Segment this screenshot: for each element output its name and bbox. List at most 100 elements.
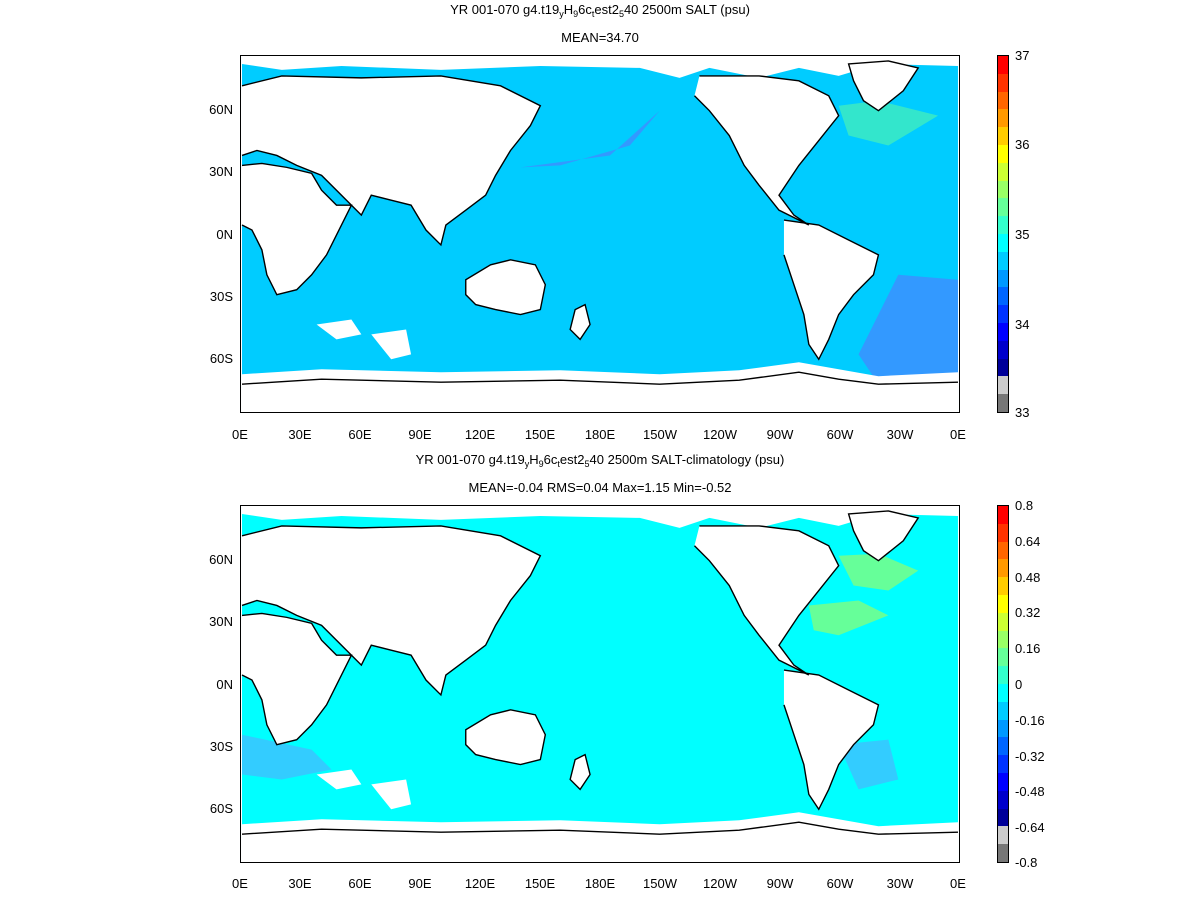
panel2-xtick: 60W [826, 876, 854, 891]
panel2-xtick: 120E [464, 876, 496, 891]
panel1-ytick: 60S [209, 351, 233, 366]
colorbar-swatch [998, 701, 1008, 720]
colorbar-swatch [998, 612, 1008, 631]
north-atlantic-anomaly [838, 553, 919, 591]
panel2-cbar-label: 0.64 [1015, 534, 1041, 549]
colorbar-swatch [998, 844, 1008, 862]
colorbar-swatch [998, 577, 1008, 595]
panel2-map-svg [241, 506, 959, 862]
panel1-xtick: 90E [408, 427, 432, 442]
panel1-stats: MEAN=34.70 [561, 30, 639, 45]
land-masses [242, 506, 958, 862]
panel2-stats: MEAN=-0.04 RMS=0.04 Max=1.15 Min=-0.52 [468, 480, 732, 495]
colorbar-swatch [998, 648, 1008, 667]
panel1-xtick: 60W [826, 427, 854, 442]
panel2-title: YR 001-070 g4.t19yH96ctest2540 2500m SAL… [415, 452, 785, 469]
gulf-stream-anomaly [808, 600, 889, 636]
colorbar-swatch [998, 358, 1008, 377]
colorbar-swatch [998, 506, 1008, 524]
north-atlantic-patch [838, 100, 939, 146]
colorbar-swatch [998, 340, 1008, 359]
panel1-xtick: 120E [464, 427, 496, 442]
colorbar-swatch [998, 198, 1008, 217]
colorbar-swatch [998, 666, 1008, 684]
panel2-cbar-label: 0 [1015, 677, 1023, 692]
colorbar-swatch [998, 683, 1008, 702]
panel2-cbar-label: -0.32 [1015, 749, 1045, 764]
colorbar-swatch [998, 719, 1008, 738]
colorbar-swatch [998, 541, 1008, 560]
colorbar-swatch [998, 287, 1008, 306]
panel1-xtick: 60E [348, 427, 372, 442]
panel2-xtick: 60E [348, 876, 372, 891]
panel2-cbar-label: 0.8 [1015, 498, 1034, 513]
colorbar-swatch [998, 180, 1008, 199]
panel1-cbar-label: 33 [1015, 405, 1030, 420]
colorbar-swatch [998, 216, 1008, 234]
panel2-xtick: 30E [288, 876, 312, 891]
colorbar-swatch [998, 233, 1008, 252]
panel2-xtick: 0E [950, 876, 966, 891]
panel2-cbar-label: 0.48 [1015, 570, 1041, 585]
colorbar-swatch [998, 144, 1008, 163]
colorbar-swatch [998, 162, 1008, 181]
colorbar-swatch [998, 127, 1008, 145]
panel1-cbar-label: 37 [1015, 48, 1030, 63]
colorbar-swatch [998, 594, 1008, 613]
panel2-ytick: 30S [209, 739, 233, 754]
south-indian-anomaly [242, 734, 332, 780]
colorbar-swatch [998, 109, 1008, 128]
south-atlantic-patch [858, 274, 958, 385]
south-atlantic-anomaly [838, 739, 899, 790]
panel1-xtick: 90W [766, 427, 794, 442]
colorbar-swatch [998, 73, 1008, 92]
panel1-xtick: 150E [524, 427, 556, 442]
colorbar-swatch [998, 826, 1008, 845]
colorbar-swatch [998, 376, 1008, 395]
panel2-xtick: 90E [408, 876, 432, 891]
panel2-xtick: 0E [232, 876, 248, 891]
panel1-xtick: 0E [950, 427, 966, 442]
panel1-cbar-label: 34 [1015, 317, 1030, 332]
panel1-colorbar [997, 55, 1009, 413]
colorbar-swatch [998, 808, 1008, 827]
panel2-map [240, 505, 960, 863]
colorbar-swatch [998, 737, 1008, 756]
panel2-ytick: 30N [209, 614, 233, 629]
panel1-xtick: 150W [643, 427, 677, 442]
panel1-ytick: 0N [216, 227, 233, 242]
panel1-title: YR 001-070 g4.t19yH96ctest2540 2500m SAL… [450, 2, 750, 19]
panel1-ytick: 30S [209, 289, 233, 304]
panel2-ytick: 60S [209, 801, 233, 816]
colorbar-swatch [998, 322, 1008, 341]
panel1-map [240, 55, 960, 413]
panel1-ytick: 60N [209, 102, 233, 117]
colorbar-swatch [998, 630, 1008, 649]
colorbar-swatch [998, 56, 1008, 74]
panel2-cbar-label: 0.32 [1015, 605, 1041, 620]
colorbar-swatch [998, 305, 1008, 323]
panel1-xtick: 30W [886, 427, 914, 442]
colorbar-swatch [998, 91, 1008, 110]
panel2-xtick: 150E [524, 876, 556, 891]
panel1-cbar-label: 35 [1015, 227, 1030, 242]
north-pacific-patch [520, 110, 660, 168]
panel2-xtick: 150W [643, 876, 677, 891]
coastlines [241, 60, 959, 385]
panel2-ytick: 0N [216, 677, 233, 692]
panel2-xtick: 180E [584, 876, 616, 891]
panel2-xtick: 120W [703, 876, 737, 891]
panel2-colorbar [997, 505, 1009, 863]
panel2-ytick: 60N [209, 552, 233, 567]
panel2-xtick: 30W [886, 876, 914, 891]
panel1-cbar-label: 36 [1015, 137, 1030, 152]
panel2-cbar-label: -0.8 [1015, 855, 1038, 870]
panel1-ytick: 30N [209, 164, 233, 179]
panel2-cbar-label: -0.64 [1015, 820, 1045, 835]
colorbar-swatch [998, 790, 1008, 809]
colorbar-swatch [998, 251, 1008, 270]
panel1-xtick: 0E [232, 427, 248, 442]
panel1-xtick: 30E [288, 427, 312, 442]
panel2-cbar-label: -0.48 [1015, 784, 1045, 799]
panel1-map-svg [241, 56, 959, 412]
